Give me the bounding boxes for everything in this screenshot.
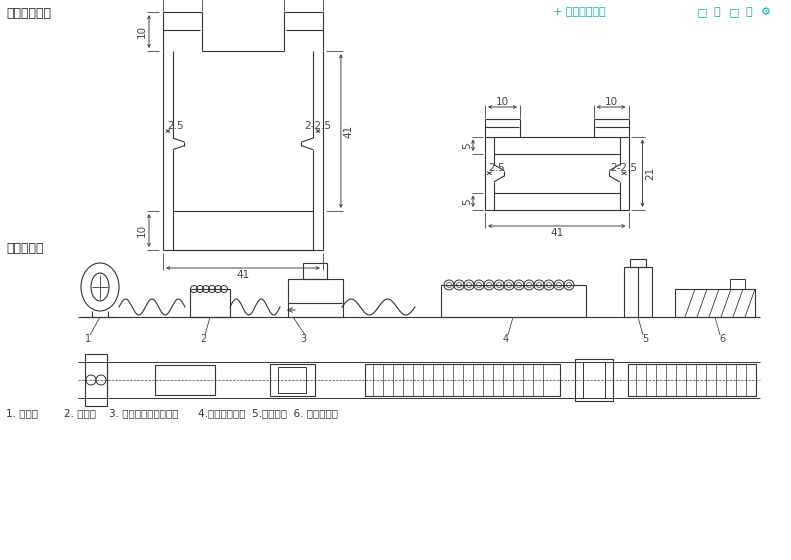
Bar	[675, 289, 755, 317]
Bar	[628, 364, 756, 396]
Text: 21: 21	[645, 167, 656, 180]
Text: □: □	[697, 7, 707, 17]
Text: 设备示意图: 设备示意图	[6, 242, 44, 255]
Text: 41: 41	[237, 270, 250, 280]
Text: 3: 3	[300, 334, 306, 344]
Bar	[441, 285, 586, 317]
Text: 5: 5	[642, 334, 648, 344]
Text: 6: 6	[719, 334, 725, 344]
Text: 1. 放料架        2. 调平机    3. 伺服送料冲孔、冲音      4.冷轧成形主机  5.剪断部分  6. 成品托料架: 1. 放料架 2. 调平机 3. 伺服送料冲孔、冲音 4.冷轧成形主机 5.剪断…	[6, 408, 338, 418]
Text: 4: 4	[503, 334, 509, 344]
Bar	[270, 364, 315, 396]
Text: 2.5: 2.5	[488, 164, 505, 173]
Text: 41: 41	[550, 228, 563, 238]
Bar	[583, 362, 605, 398]
Text: 10: 10	[137, 224, 147, 237]
Text: ⤫: ⤫	[713, 7, 720, 17]
Bar	[365, 364, 560, 396]
Text: 产品截面图：: 产品截面图：	[6, 7, 51, 20]
Bar	[575, 359, 613, 401]
Text: 10: 10	[604, 97, 618, 107]
Text: 5: 5	[462, 142, 472, 148]
Text: 10: 10	[137, 25, 147, 38]
Bar	[303, 263, 327, 279]
Text: 2-2.5: 2-2.5	[305, 121, 331, 131]
Text: ⎋: ⎋	[745, 7, 751, 17]
Bar	[630, 259, 646, 267]
Bar	[85, 354, 107, 406]
Text: 2.5: 2.5	[168, 121, 184, 131]
Text: + 添加到快剪辑: + 添加到快剪辑	[553, 7, 606, 17]
Text: ⚙: ⚙	[761, 7, 771, 17]
Text: 5: 5	[462, 198, 472, 204]
Bar	[278, 367, 306, 393]
Bar	[288, 279, 343, 317]
Bar	[624, 267, 652, 317]
Bar	[155, 365, 215, 395]
Text: 10: 10	[496, 97, 509, 107]
Text: 1: 1	[85, 334, 91, 344]
Bar	[730, 279, 745, 289]
Text: 41: 41	[344, 124, 354, 138]
Text: □: □	[729, 7, 740, 17]
Text: 2: 2	[200, 334, 206, 344]
Bar	[190, 289, 230, 317]
Text: 2-2.5: 2-2.5	[611, 164, 638, 173]
